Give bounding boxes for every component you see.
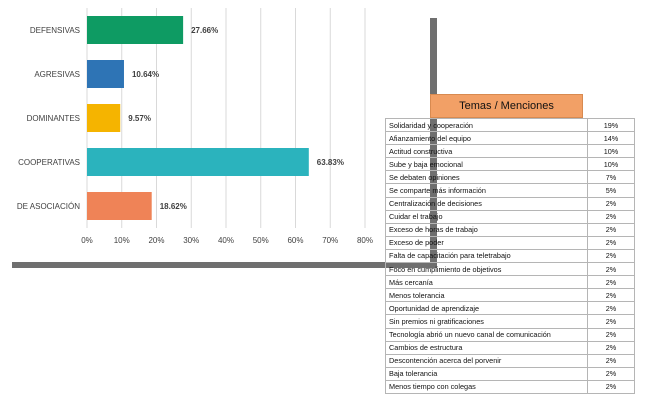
percent-cell: 2% [587, 288, 635, 303]
table-row: Descontención acerca del porvenir 2% [385, 353, 635, 368]
data-label: 63.83% [317, 158, 344, 167]
x-tick-label: 40% [218, 236, 234, 245]
topic-cell: Cuidar el trabajo [385, 209, 588, 224]
topic-cell: Oportunidad de aprendizaje [385, 301, 588, 316]
table-row: Menos tiempo con colegas 2% [385, 379, 635, 394]
percent-cell: 5% [587, 183, 635, 198]
x-tick-label: 30% [183, 236, 199, 245]
table-row: Tecnología abrió un nuevo canal de comun… [385, 327, 635, 342]
topic-cell: Sube y baja emocional [385, 157, 588, 172]
topic-cell: Actitud constructiva [385, 144, 588, 159]
table-row: Más cercanía 2% [385, 275, 635, 290]
percent-cell: 2% [587, 235, 635, 250]
percent-cell: 7% [587, 170, 635, 185]
table-row: Actitud constructiva 10% [385, 144, 635, 159]
data-label: 18.62% [160, 202, 187, 211]
bar [87, 104, 121, 132]
percent-cell: 2% [587, 327, 635, 342]
x-tick-label: 20% [148, 236, 164, 245]
table-row: Afianzamiento del equipo 14% [385, 131, 635, 146]
topic-cell: Menos tolerancia [385, 288, 588, 303]
x-tick-label: 70% [322, 236, 338, 245]
x-tick-label: 80% [357, 236, 373, 245]
topic-cell: Afianzamiento del equipo [385, 131, 588, 146]
bar [87, 192, 152, 220]
table-row: Sin premios ni gratificaciones 2% [385, 314, 635, 329]
table-row: Se debaten opiniones 7% [385, 170, 635, 185]
percent-cell: 2% [587, 366, 635, 381]
percent-cell: 10% [587, 144, 635, 159]
topic-cell: Centralización de decisiones [385, 196, 588, 211]
percent-cell: 2% [587, 248, 635, 264]
topic-cell: Tecnología abrió un nuevo canal de comun… [385, 327, 588, 342]
topic-cell: Exceso de horas de trabajo [385, 222, 588, 237]
percent-cell: 10% [587, 157, 635, 172]
x-tick-label: 0% [81, 236, 93, 245]
topic-cell: Sin premios ni gratificaciones [385, 314, 588, 329]
bar [87, 16, 184, 44]
data-label: 27.66% [191, 26, 218, 35]
percent-cell: 2% [587, 209, 635, 224]
topic-cell: Solidaridad y cooperación [385, 117, 588, 133]
percent-cell: 2% [587, 301, 635, 316]
table-row: Falta de capacitación para teletrabajo 2% [385, 248, 635, 264]
topic-cell: Más cercanía [385, 275, 588, 290]
percent-cell: 2% [587, 275, 635, 290]
percent-cell: 2% [587, 262, 635, 277]
topic-cell: Menos tiempo con colegas [385, 379, 588, 394]
percent-cell: 2% [587, 340, 635, 355]
table-row: Cuidar el trabajo 2% [385, 209, 635, 224]
data-label: 10.64% [132, 70, 159, 79]
topic-cell: Descontención acerca del porvenir [385, 353, 588, 368]
table-row: Centralización de decisiones 2% [385, 196, 635, 211]
topic-cell: Cambios de estructura [385, 340, 588, 355]
category-label: DE ASOCIACIÓN [17, 202, 80, 211]
table-header: Temas / Menciones [430, 94, 583, 118]
mentions-table: Solidaridad y cooperación 19% Afianzamient… [385, 117, 635, 394]
bar [87, 148, 309, 176]
table-row: Exceso de horas de trabajo 2% [385, 222, 635, 237]
percent-cell: 2% [587, 314, 635, 329]
table-row: Foco en cumplimiento de objetivos 2% [385, 262, 635, 277]
x-tick-label: 60% [287, 236, 303, 245]
topic-cell: Se comparte más información [385, 183, 588, 198]
gray-divider-horizontal [12, 262, 430, 268]
topic-cell: Foco en cumplimiento de objetivos [385, 262, 588, 277]
bar [87, 60, 124, 88]
table-row: Oportunidad de aprendizaje 2% [385, 301, 635, 316]
x-tick-label: 10% [114, 236, 130, 245]
table-row: Se comparte más información 5% [385, 183, 635, 198]
topic-cell: Se debaten opiniones [385, 170, 588, 185]
topic-cell: Falta de capacitación para teletrabajo [385, 248, 588, 264]
percent-cell: 19% [587, 117, 635, 133]
topic-cell: Baja tolerancia [385, 366, 588, 381]
x-tick-label: 50% [253, 236, 269, 245]
table-row: Exceso de poder 2% [385, 235, 635, 250]
table-row: Cambios de estructura 2% [385, 340, 635, 355]
topic-cell: Exceso de poder [385, 235, 588, 250]
percent-cell: 2% [587, 379, 635, 394]
table-row: Solidaridad y cooperación 19% [385, 117, 635, 133]
table-row: Sube y baja emocional 10% [385, 157, 635, 172]
percent-cell: 14% [587, 131, 635, 146]
category-label: DOMINANTES [27, 114, 80, 123]
data-label: 9.57% [128, 114, 151, 123]
percent-cell: 2% [587, 196, 635, 211]
table-row: Baja tolerancia 2% [385, 366, 635, 381]
table-row: Menos tolerancia 2% [385, 288, 635, 303]
percent-cell: 2% [587, 353, 635, 368]
category-label: DEFENSIVAS [30, 26, 80, 35]
category-label: COOPERATIVAS [18, 158, 80, 167]
category-label: AGRESIVAS [34, 70, 80, 79]
percent-cell: 2% [587, 222, 635, 237]
